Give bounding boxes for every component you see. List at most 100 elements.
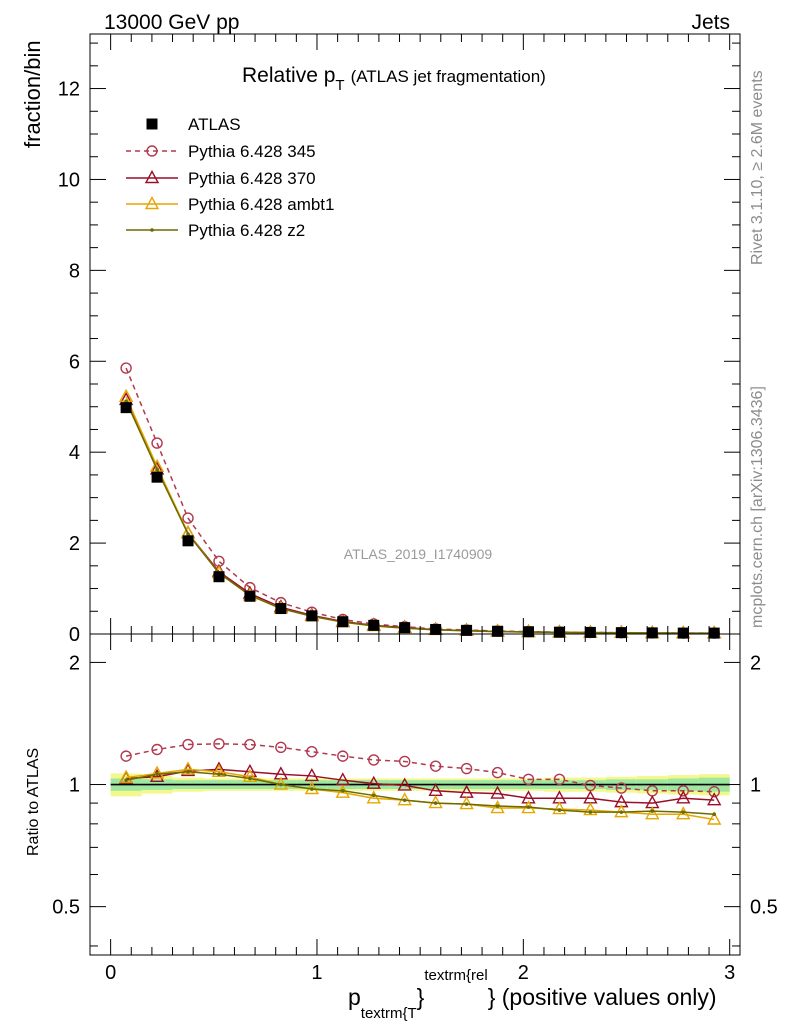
data-point — [244, 590, 256, 602]
data-point — [182, 512, 194, 524]
ratio-data-point — [279, 782, 283, 787]
legend-label: Pythia 6.428 z2 — [188, 221, 305, 240]
ratio-data-point — [557, 808, 562, 812]
y-tick-label: 12 — [58, 79, 80, 101]
data-point — [120, 362, 132, 374]
ratio-data-point — [553, 773, 566, 786]
data-point — [155, 467, 159, 472]
ratio-data-point — [244, 738, 256, 751]
legend-marker — [146, 118, 158, 130]
ratio-data-point — [248, 776, 252, 781]
ratio-data-point — [366, 790, 381, 804]
ratio-data-point — [149, 768, 165, 782]
data-point — [213, 571, 225, 583]
ratio-data-point — [676, 790, 691, 804]
series-line — [125, 367, 715, 634]
data-point — [677, 627, 689, 639]
data-point — [522, 626, 534, 638]
ratio-data-point — [650, 809, 655, 813]
ratio-data-point — [615, 782, 628, 794]
plot-title: Relative pT (ATLAS jet fragmentation) — [242, 64, 546, 94]
y-tick-label: 2 — [69, 533, 80, 555]
series-line — [125, 400, 715, 634]
ratio-data-point — [366, 775, 381, 789]
x-axis-label: ptextrm{T}textrm{rel} (positive values o… — [348, 967, 717, 1022]
legend-marker — [146, 145, 158, 157]
data-point — [186, 532, 190, 536]
legend-marker — [150, 228, 154, 232]
ratio-data-point — [645, 806, 660, 820]
header-right: Jets — [691, 11, 730, 34]
ratio-series-line — [125, 771, 715, 815]
rivet-label: Rivet 3.1.10, ≥ 2.6M events — [749, 70, 766, 265]
mcplots-label: mcplots.cern.ch [arXiv:1306.3436] — [749, 386, 766, 628]
ratio-data-point — [340, 789, 345, 793]
ratio-y-tick-label-right: 1 — [750, 775, 761, 797]
ratio-data-point — [707, 792, 722, 806]
ratio-data-point — [583, 790, 598, 804]
ratio-data-point — [522, 773, 535, 786]
ratio-data-point — [712, 812, 717, 817]
ratio-data-point — [182, 738, 194, 751]
ratio-data-point — [186, 769, 190, 774]
ratio-data-point — [526, 805, 531, 809]
series-pythia-6-428-ambt1 — [118, 388, 722, 639]
ratio-data-point — [495, 804, 500, 808]
series-line — [125, 399, 715, 634]
ratio-data-point — [619, 810, 624, 814]
ratio-data-point — [490, 785, 505, 799]
ratio-data-point — [583, 802, 598, 816]
data-point — [306, 610, 318, 622]
main-y-axis-label: fraction/bin — [20, 40, 45, 148]
ratio-data-point — [429, 760, 442, 772]
ratio-data-point — [464, 802, 469, 806]
ratio-series-line — [126, 768, 715, 804]
ratio-data-point — [402, 798, 407, 802]
data-point — [492, 625, 504, 637]
data-point — [553, 626, 565, 638]
ratio-data-point — [335, 772, 350, 786]
header-left: 13000 GeV pp — [104, 11, 239, 34]
x-tick-label: 3 — [724, 962, 735, 984]
ratio-data-point — [211, 763, 227, 777]
ratio-data-point — [368, 754, 380, 766]
data-point — [430, 623, 442, 635]
legend-label: ATLAS — [188, 115, 241, 134]
ratio-y-tick-label: 0.5 — [52, 897, 80, 919]
ratio-series-pythia-6-428-ambt1 — [118, 761, 722, 825]
y-tick-label: 6 — [69, 351, 80, 373]
ratio-data-point — [304, 767, 320, 782]
legend-label: Pythia 6.428 345 — [188, 142, 316, 161]
data-point — [151, 471, 163, 483]
ratio-data-point — [397, 777, 412, 791]
ratio-data-point — [490, 800, 505, 814]
ratio-data-point — [676, 806, 691, 820]
ratio-data-point — [242, 768, 258, 782]
ratio-data-point — [681, 810, 686, 814]
ratio-data-point — [149, 765, 165, 779]
ratio-data-point — [552, 801, 567, 815]
y-tick-label: 0 — [69, 624, 80, 646]
y-tick-label: 10 — [58, 169, 80, 191]
ratio-data-point — [151, 743, 163, 756]
ratio-data-point — [677, 785, 689, 797]
analysis-watermark: ATLAS_2019_I1740909 — [344, 546, 493, 562]
ratio-data-point — [433, 801, 438, 805]
ratio-data-point — [708, 786, 720, 798]
legend-marker — [144, 196, 160, 210]
ratio-data-point — [118, 769, 134, 783]
data-point — [151, 437, 163, 449]
ratio-data-point — [155, 772, 159, 777]
series-atlas — [120, 402, 720, 639]
ratio-y-tick-label-right: 0.5 — [750, 897, 778, 919]
data-point — [182, 535, 194, 547]
series-pythia-6-428-345 — [120, 362, 720, 639]
ratio-data-point — [217, 772, 221, 777]
ratio-y-tick-label-right: 2 — [750, 652, 761, 674]
legend: ATLAS Pythia 6.428 345 Pythia 6.428 370 Pyt… — [126, 115, 334, 240]
data-point — [646, 627, 658, 639]
ratio-data-point — [120, 750, 132, 762]
ratio-y-tick-label: 1 — [69, 775, 80, 797]
x-tick-label: 2 — [518, 962, 529, 984]
